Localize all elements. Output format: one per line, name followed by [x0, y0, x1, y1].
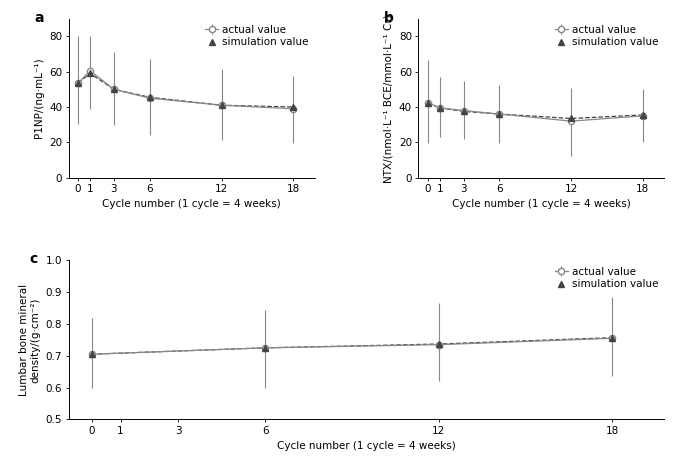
Text: c: c	[29, 253, 38, 267]
Text: a: a	[34, 11, 44, 25]
Y-axis label: P1NP/(ng·mL⁻¹): P1NP/(ng·mL⁻¹)	[34, 58, 44, 138]
X-axis label: Cycle number (1 cycle = 4 weeks): Cycle number (1 cycle = 4 weeks)	[102, 199, 281, 210]
Legend: actual value, simulation value: actual value, simulation value	[554, 266, 659, 290]
Legend: actual value, simulation value: actual value, simulation value	[554, 24, 659, 48]
Text: b: b	[384, 11, 394, 25]
X-axis label: Cycle number (1 cycle = 4 weeks): Cycle number (1 cycle = 4 weeks)	[277, 441, 456, 451]
Y-axis label: NTX/(nmol·L⁻¹ BCE/mmol·L⁻¹ Cr): NTX/(nmol·L⁻¹ BCE/mmol·L⁻¹ Cr)	[384, 14, 393, 183]
Legend: actual value, simulation value: actual value, simulation value	[204, 24, 310, 48]
X-axis label: Cycle number (1 cycle = 4 weeks): Cycle number (1 cycle = 4 weeks)	[452, 199, 631, 210]
Y-axis label: Lumbar bone mineral
density/(g·cm⁻²): Lumbar bone mineral density/(g·cm⁻²)	[18, 284, 40, 396]
